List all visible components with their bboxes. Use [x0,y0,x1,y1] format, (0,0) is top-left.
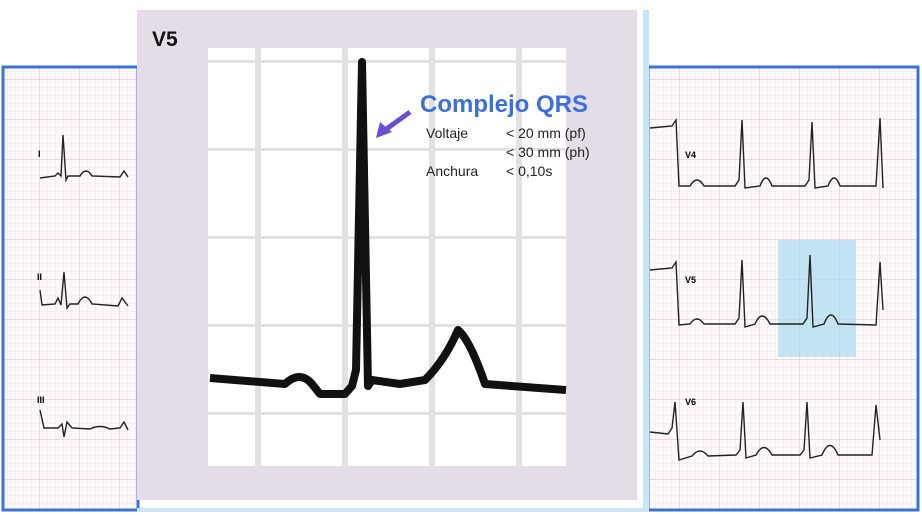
ecg-trace [39,271,129,310]
lead-label: V6 [685,397,696,407]
lead-label: V5 [685,275,696,285]
ecg-trace [39,134,129,183]
left-strip [1,65,140,512]
arrow-head [376,122,392,138]
annotation-value: < 20 mm (pf) [506,125,586,141]
ecg-trace [39,409,129,438]
annotation-value: < 30 mm (ph) [506,144,590,160]
arrow [383,109,412,133]
ecg-trace [649,254,884,328]
annotation-heading: Complejo QRS [420,91,588,118]
lead-label: II [37,272,42,282]
ecg-grid [208,48,566,466]
ecg-trace [649,401,881,461]
lead-label: V4 [685,150,696,160]
panel-title: V5 [152,28,178,51]
highlight [778,240,856,357]
ecg-trace [649,117,884,189]
lead-label: III [37,395,45,405]
annotation-value: < 0,10s [506,163,552,179]
lead-label: I [38,149,41,159]
annotation-label: Voltaje [426,125,468,141]
annotation-label: Anchura [426,163,478,179]
ecg-trace [209,58,567,398]
